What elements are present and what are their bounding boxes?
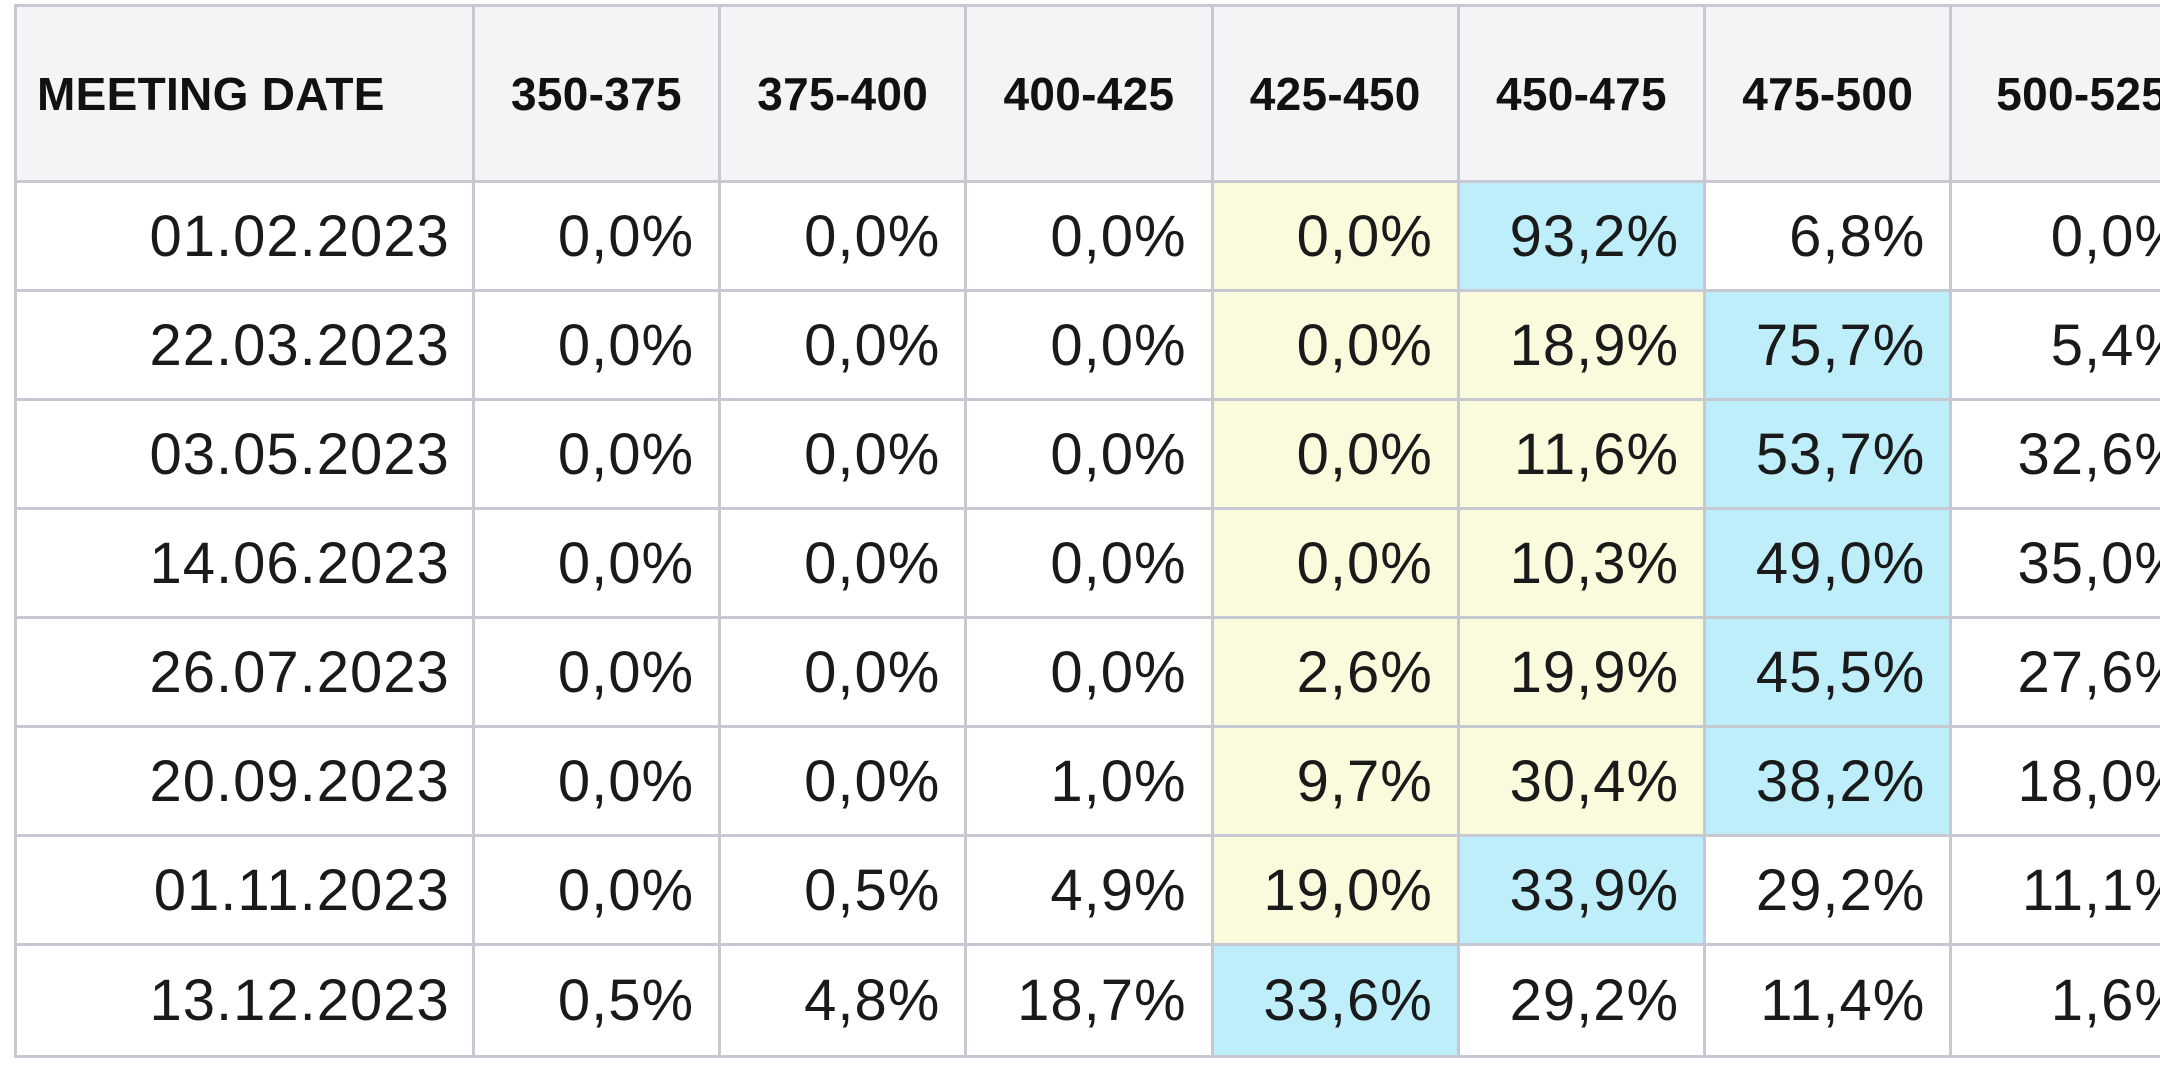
column-header-rate-range: 350-375 <box>471 4 722 183</box>
probability-cell: 9,7% <box>1210 725 1460 837</box>
probability-cell: 18,7% <box>964 943 1214 1058</box>
probability-cell: 0,0% <box>471 834 722 946</box>
probability-cell: 0,0% <box>471 180 722 292</box>
probability-cell: 0,0% <box>1210 507 1460 619</box>
table-body: 01.02.20230,0%0,0%0,0%0,0%93,2%6,8%0,0%2… <box>14 180 2160 1058</box>
probability-cell: 18,0% <box>1949 725 2160 837</box>
table-row: 01.11.2023 0,0% 0,5% 4,9% 19,0% 33,9% 29,2% 11,… <box>14 834 2160 946</box>
probability-cell: 5,4% <box>1949 289 2160 401</box>
probability-cell: 0,0% <box>1210 180 1460 292</box>
probability-cell: 0,0% <box>1210 398 1460 510</box>
table-row: 14.06.2023 0,0% 0,0% 0,0% 0,0% 10,3% 49,0% 35,0… <box>14 507 2160 619</box>
column-header-rate-range: 450-475 <box>1456 4 1707 183</box>
probability-cell: 30,4% <box>1456 725 1707 837</box>
column-header-meeting-date: MEETING DATE <box>14 4 475 183</box>
probability-cell: 33,6% <box>1210 943 1460 1058</box>
probability-cell: 1,6% <box>1949 943 2160 1058</box>
table-row: 20.09.2023 0,0% 0,0% 1,0% 9,7% 30,4% 38,2% 18,0… <box>14 725 2160 837</box>
probability-cell: 75,7% <box>1703 289 1953 401</box>
probability-cell: 10,3% <box>1456 507 1707 619</box>
probability-cell: 0,0% <box>718 616 968 728</box>
probability-cell: 0,0% <box>964 398 1214 510</box>
probability-cell: 4,8% <box>718 943 968 1058</box>
probability-cell: 1,0% <box>964 725 1214 837</box>
meeting-date-cell: 01.02.2023 <box>14 180 475 292</box>
meeting-date-cell: 13.12.2023 <box>14 943 475 1058</box>
table-row: 03.05.2023 0,0% 0,0% 0,0% 0,0% 11,6% 53,7% 32,6… <box>14 398 2160 510</box>
table-row: 26.07.2023 0,0% 0,0% 0,0% 2,6% 19,9% 45,5% 27,6… <box>14 616 2160 728</box>
probability-cell: 4,9% <box>964 834 1214 946</box>
probability-cell: 38,2% <box>1703 725 1953 837</box>
probability-cell: 11,4% <box>1703 943 1953 1058</box>
probability-cell: 45,5% <box>1703 616 1953 728</box>
probability-cell: 33,9% <box>1456 834 1707 946</box>
column-header-rate-range: 375-400 <box>718 4 968 183</box>
probability-cell: 35,0% <box>1949 507 2160 619</box>
rate-probability-table: MEETING DATE 350-375 375-400 400-425 425… <box>14 4 2160 1058</box>
probability-cell: 19,9% <box>1456 616 1707 728</box>
probability-cell: 93,2% <box>1456 180 1707 292</box>
header-row: MEETING DATE 350-375 375-400 400-425 425… <box>14 4 2160 183</box>
probability-cell: 0,0% <box>718 180 968 292</box>
probability-cell: 0,0% <box>964 616 1214 728</box>
probability-cell: 27,6% <box>1949 616 2160 728</box>
meeting-date-cell: 14.06.2023 <box>14 507 475 619</box>
column-header-rate-range: 500-525 <box>1949 4 2160 183</box>
probability-cell: 53,7% <box>1703 398 1953 510</box>
probability-cell: 32,6% <box>1949 398 2160 510</box>
probability-cell: 0,0% <box>964 507 1214 619</box>
probability-cell: 0,0% <box>471 398 722 510</box>
probability-cell: 29,2% <box>1703 834 1953 946</box>
table-row: 13.12.2023 0,5% 4,8% 18,7% 33,6% 29,2% 11,4% 1,… <box>14 943 2160 1058</box>
meeting-date-cell: 26.07.2023 <box>14 616 475 728</box>
column-header-rate-range: 425-450 <box>1210 4 1460 183</box>
probability-cell: 11,6% <box>1456 398 1707 510</box>
meeting-date-cell: 22.03.2023 <box>14 289 475 401</box>
probability-cell: 0,0% <box>471 725 722 837</box>
probability-cell: 0,0% <box>718 507 968 619</box>
probability-cell: 49,0% <box>1703 507 1953 619</box>
column-header-rate-range: 475-500 <box>1703 4 1953 183</box>
probability-cell: 0,0% <box>471 289 722 401</box>
probability-cell: 0,0% <box>471 616 722 728</box>
probability-cell: 0,0% <box>1949 180 2160 292</box>
probability-cell: 6,8% <box>1703 180 1953 292</box>
column-header-rate-range: 400-425 <box>964 4 1214 183</box>
probability-cell: 11,1% <box>1949 834 2160 946</box>
probability-cell: 19,0% <box>1210 834 1460 946</box>
probability-cell: 0,0% <box>718 725 968 837</box>
probability-cell: 2,6% <box>1210 616 1460 728</box>
probability-cell: 18,9% <box>1456 289 1707 401</box>
probability-cell: 29,2% <box>1456 943 1707 1058</box>
probability-cell: 0,5% <box>718 834 968 946</box>
probability-cell: 0,0% <box>964 289 1214 401</box>
probability-cell: 0,0% <box>1210 289 1460 401</box>
probability-cell: 0,0% <box>964 180 1214 292</box>
probability-cell: 0,0% <box>718 289 968 401</box>
meeting-date-cell: 20.09.2023 <box>14 725 475 837</box>
probability-cell: 0,0% <box>471 507 722 619</box>
probability-cell: 0,5% <box>471 943 722 1058</box>
meeting-date-cell: 03.05.2023 <box>14 398 475 510</box>
probability-cell: 0,0% <box>718 398 968 510</box>
meeting-date-cell: 01.11.2023 <box>14 834 475 946</box>
